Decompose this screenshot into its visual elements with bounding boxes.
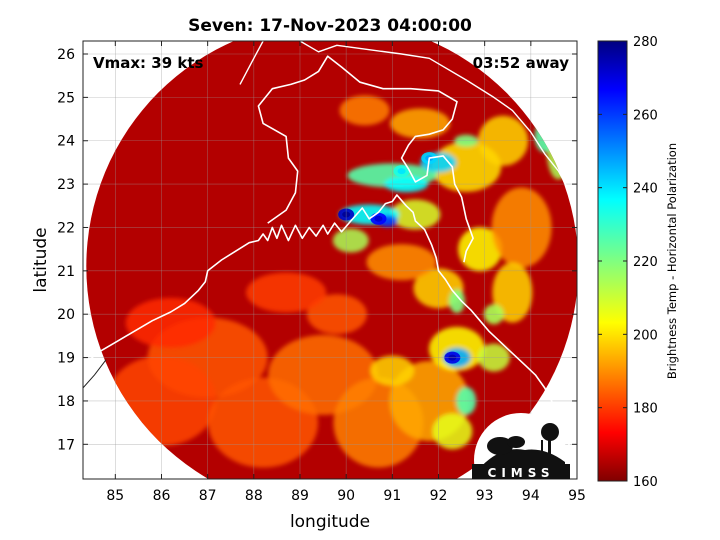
y-tick-label: 18	[57, 394, 75, 410]
vmax-label: Vmax: 39 kts	[93, 54, 203, 72]
colorbar-tick-label: 160	[633, 475, 658, 490]
colorbar-tick-label: 260	[633, 108, 658, 123]
grid-lines	[83, 41, 577, 479]
colorbar-tick-label: 240	[633, 182, 658, 197]
chart-title: Seven: 17-Nov-2023 04:00:00	[188, 16, 472, 36]
coastline	[83, 41, 577, 467]
colorbar-tick-label: 200	[633, 328, 658, 343]
x-tick-label: 95	[568, 488, 586, 504]
y-tick-label: 24	[57, 134, 75, 150]
y-tick-label: 20	[57, 307, 75, 323]
x-tick-label: 87	[199, 488, 217, 504]
microwave-swath	[86, 41, 577, 479]
x-tick-label: 94	[522, 488, 540, 504]
y-tick-label: 23	[57, 177, 75, 193]
x-axis-label: longitude	[290, 512, 370, 532]
map-axes-frame	[82, 40, 578, 480]
y-tick-label: 25	[57, 90, 75, 106]
time-away-label: 03:52 away	[473, 54, 570, 72]
x-tick-label: 89	[291, 488, 309, 504]
x-tick-label: 92	[430, 488, 448, 504]
x-tick-label: 90	[337, 488, 355, 504]
x-tick-label: 88	[245, 488, 263, 504]
x-axis-ticks: 85 86 87 88 89 90 91 92 93 94 95	[106, 41, 586, 504]
y-tick-label: 19	[57, 351, 75, 367]
colorbar-tick-label: 280	[633, 35, 658, 50]
y-tick-label: 21	[57, 264, 75, 280]
y-tick-label: 26	[57, 47, 75, 63]
y-tick-label: 17	[57, 437, 75, 453]
x-tick-label: 91	[383, 488, 401, 504]
colorbar-ticks: 160 180 200 220 240 260 280	[598, 35, 658, 490]
y-axis-label: latitude	[31, 227, 51, 292]
y-axis-ticks: 17 18 19 20 21 22 23 24 25 26	[57, 47, 577, 453]
y-tick-label: 22	[57, 220, 75, 236]
x-tick-label: 85	[106, 488, 124, 504]
x-tick-label: 93	[476, 488, 494, 504]
colorbar-tick-label: 180	[633, 402, 658, 417]
x-tick-label: 86	[153, 488, 171, 504]
cimss-logo: CIMSS	[472, 413, 570, 480]
colorbar-label: Brightness Temp - Horizontal Polarizatio…	[665, 143, 679, 379]
colorbar	[597, 40, 628, 482]
logo-text: CIMSS	[488, 466, 555, 480]
colorbar-tick-label: 220	[633, 255, 658, 270]
